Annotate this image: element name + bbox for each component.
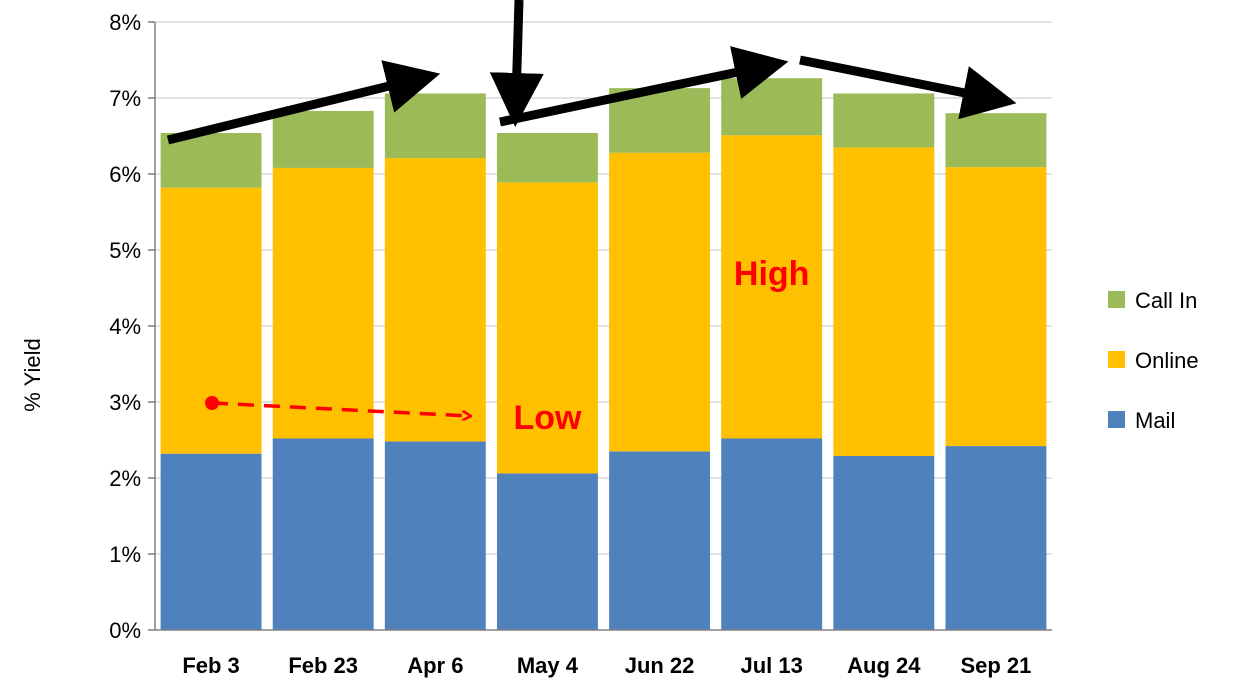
x-tick-label: Jul 13 <box>741 653 803 678</box>
bars <box>160 78 1047 630</box>
bar-call-in <box>833 93 935 148</box>
trend-arrow-down-vertical <box>489 0 544 127</box>
tick-labels: 0% 1% 2% 3% 4% 5% 6% 7% 8% Feb 3 Feb 23 Apr 6 May 4 J… <box>109 10 1031 678</box>
annotations: High Low <box>166 0 1017 437</box>
y-tick-label: 0% <box>109 618 141 643</box>
bar-online <box>384 158 486 442</box>
bar-online <box>496 182 598 474</box>
dashed-comparison-arrow <box>211 401 470 416</box>
y-tick-label: 5% <box>109 238 141 263</box>
trend-arrow-down-2 <box>799 55 1017 120</box>
legend: Call In Online Mail <box>1108 288 1199 433</box>
trend-arrow-up-1 <box>166 60 441 145</box>
annotation-low: Low <box>513 399 582 437</box>
x-tick-label: May 4 <box>517 653 579 678</box>
x-tick-label: Apr 6 <box>407 653 463 678</box>
bar-mail <box>160 453 262 630</box>
y-axis-label: % Yield <box>20 338 45 411</box>
bar-call-in <box>496 132 598 183</box>
bar-mail <box>609 451 711 630</box>
bar-online <box>609 152 711 452</box>
bar-call-in <box>272 110 374 168</box>
y-tick-label: 1% <box>109 542 141 567</box>
bar-call-in <box>384 93 486 159</box>
bar-online <box>945 167 1047 447</box>
x-tick-label: Sep 21 <box>960 653 1031 678</box>
y-tick-label: 3% <box>109 390 141 415</box>
x-tick-label: Aug 24 <box>847 653 921 678</box>
annotation-high: High <box>734 255 810 293</box>
bar-call-in <box>721 78 823 136</box>
bar-mail <box>833 455 935 630</box>
y-tick-label: 7% <box>109 86 141 111</box>
bar-online <box>160 187 262 454</box>
bar-mail <box>945 446 1047 630</box>
trend-arrow-up-2 <box>499 46 789 127</box>
bar-online <box>272 167 374 439</box>
bar-mail <box>496 473 598 630</box>
bar-call-in <box>945 113 1047 168</box>
y-tick-label: 8% <box>109 10 141 35</box>
y-tick-label: 4% <box>109 314 141 339</box>
legend-swatch <box>1108 291 1125 308</box>
legend-swatch <box>1108 411 1125 428</box>
y-tick-label: 6% <box>109 162 141 187</box>
y-tick-label: 2% <box>109 466 141 491</box>
legend-swatch <box>1108 351 1125 368</box>
bar-online <box>833 147 935 456</box>
axes <box>148 21 1052 631</box>
x-tick-label: Feb 3 <box>182 653 239 678</box>
bar-mail <box>272 438 374 630</box>
bar-online <box>721 135 823 439</box>
bar-mail <box>721 438 823 630</box>
x-tick-label: Feb 23 <box>288 653 358 678</box>
dashed-arrow-start-dot <box>205 396 219 410</box>
bar-mail <box>384 441 486 630</box>
legend-label: Online <box>1135 348 1199 373</box>
x-tick-label: Jun 22 <box>625 653 695 678</box>
legend-label: Call In <box>1135 288 1197 313</box>
legend-label: Mail <box>1135 408 1175 433</box>
